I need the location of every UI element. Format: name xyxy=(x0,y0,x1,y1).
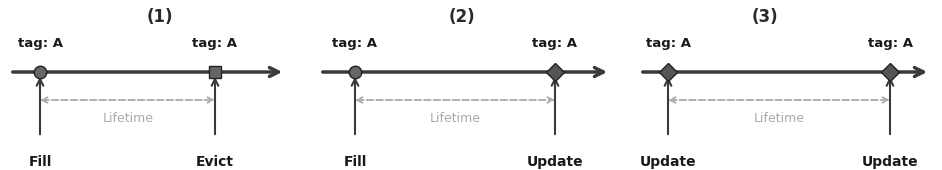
Text: Lifetime: Lifetime xyxy=(103,112,154,125)
Text: (2): (2) xyxy=(448,8,476,26)
Text: Evict: Evict xyxy=(196,155,234,169)
Text: (3): (3) xyxy=(752,8,778,26)
Text: (1): (1) xyxy=(147,8,173,26)
Text: Lifetime: Lifetime xyxy=(754,112,804,125)
Text: Update: Update xyxy=(862,155,918,169)
Text: tag: A: tag: A xyxy=(333,37,378,50)
Text: tag: A: tag: A xyxy=(532,37,577,50)
Text: tag: A: tag: A xyxy=(18,37,62,50)
Text: tag: A: tag: A xyxy=(868,37,913,50)
Text: tag: A: tag: A xyxy=(645,37,690,50)
Text: Fill: Fill xyxy=(28,155,52,169)
Text: tag: A: tag: A xyxy=(192,37,237,50)
Text: Update: Update xyxy=(527,155,583,169)
Text: Lifetime: Lifetime xyxy=(430,112,480,125)
Text: Fill: Fill xyxy=(343,155,366,169)
Text: Update: Update xyxy=(640,155,696,169)
